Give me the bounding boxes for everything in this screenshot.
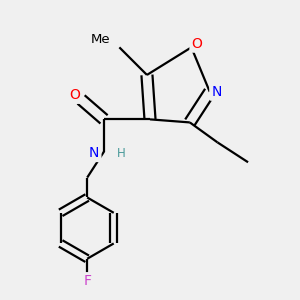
Text: N: N xyxy=(89,146,99,160)
Text: F: F xyxy=(83,274,91,288)
Text: H: H xyxy=(116,147,125,160)
Text: Me: Me xyxy=(91,33,111,46)
Text: O: O xyxy=(69,88,80,102)
Text: O: O xyxy=(191,37,202,51)
Text: N: N xyxy=(211,85,222,99)
